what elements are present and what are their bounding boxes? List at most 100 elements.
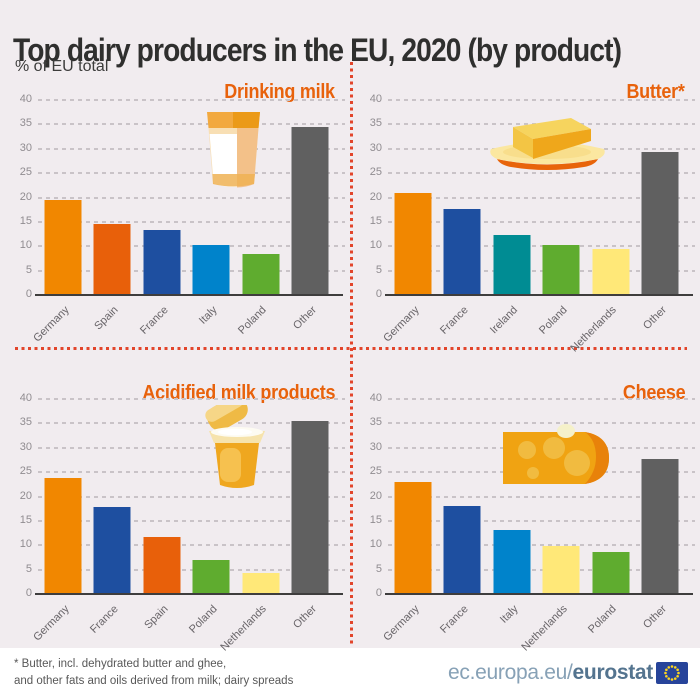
y-tick-label: 30 — [369, 141, 382, 154]
x-category-label: France — [438, 304, 471, 337]
x-category-label: Other — [290, 304, 319, 332]
chart-cheese: Cheese 0 5 10 15 20 25 30 35 40 Germany France Ital… — [350, 352, 700, 653]
bar-slot: France — [438, 399, 488, 636]
y-tick-label: 15 — [19, 513, 32, 526]
bars-row: Germany France Italy Netherlands Poland Other — [381, 399, 685, 653]
x-axis-line — [35, 294, 343, 296]
bar-italy — [192, 245, 230, 295]
x-category-label: France — [88, 603, 121, 636]
page-title: Top dairy producers in the EU, 2020 (by … — [13, 32, 622, 69]
y-tick-label: 40 — [369, 392, 382, 404]
bar-slot: Poland — [187, 399, 237, 636]
bar-slot: Germany — [381, 399, 438, 643]
bar-netherlands — [542, 546, 580, 594]
bars-row: Germany France Spain Poland Netherlands Other — [31, 399, 336, 653]
bar-slot: Germany — [381, 100, 438, 344]
chart-acidified-milk-products: Acidified milk products 0 5 10 15 20 25 30 35 40… — [0, 352, 350, 653]
gridline — [388, 519, 695, 522]
gridline — [38, 422, 345, 425]
footer: * Butter, incl. dehydrated butter and gh… — [0, 648, 700, 700]
gridline — [38, 446, 345, 449]
chart-title: Butter* — [626, 80, 685, 103]
divider-vertical-dotted — [350, 62, 353, 646]
y-tick-label: 25 — [369, 166, 382, 179]
y-tick-label: 25 — [19, 166, 32, 179]
bar-slot: Netherlands — [219, 399, 286, 653]
bars-row: Germany Spain France Italy Poland Other — [31, 100, 336, 344]
bar-slot: Netherlands — [569, 100, 636, 354]
x-category-label: Netherlands — [568, 304, 620, 355]
bar-slot: Italy — [187, 100, 237, 327]
chart-butter: Butter* 0 5 10 15 20 25 30 35 40 Germany France Ire… — [350, 58, 700, 354]
x-category-label: Italy — [497, 603, 521, 626]
x-category-label: Netherlands — [218, 603, 270, 654]
y-tick-label: 40 — [19, 93, 32, 105]
eu-flag-icon — [656, 662, 688, 684]
bar-france — [443, 208, 481, 295]
logo-url-prefix: ec.europa.eu/ — [448, 661, 573, 684]
y-tick-label: 5 — [25, 562, 32, 575]
bar-netherlands — [242, 572, 280, 594]
gridline — [388, 422, 695, 425]
plot-area: 0 5 10 15 20 25 30 35 40 Germany Spain France Italy P… — [20, 93, 345, 344]
y-tick-label: 40 — [369, 93, 382, 105]
bar-slot: Other — [286, 100, 336, 332]
bar-slot: Poland — [236, 100, 286, 337]
x-category-label: Other — [640, 304, 669, 332]
bar-poland — [242, 254, 280, 295]
bar-other — [641, 152, 679, 295]
bar-slot: Other — [286, 399, 336, 631]
bar-netherlands — [592, 249, 630, 295]
gridline — [38, 471, 345, 474]
footnote-line-2: and other fats and oils derived from mil… — [14, 674, 294, 687]
gridline — [388, 398, 695, 400]
plot-area: 0 5 10 15 20 25 30 35 40 Germany France Spain Poland… — [20, 392, 345, 653]
y-tick-label: 0 — [375, 587, 382, 599]
bars-row: Germany France Ireland Poland Netherlands Oth… — [381, 100, 686, 354]
bar-other — [291, 420, 329, 594]
bar-slot: Other — [636, 100, 686, 332]
chart-drinking-milk: Drinking milk 0 5 10 15 20 25 30 35 40 Germany Spa… — [0, 58, 350, 350]
x-category-label: Poland — [236, 304, 270, 337]
bar-ireland — [493, 234, 531, 295]
gridline — [38, 269, 345, 272]
x-category-label: Spain — [92, 304, 121, 333]
x-category-label: Other — [290, 603, 319, 631]
gridline — [388, 495, 695, 498]
footnote-line-1: * Butter, incl. dehydrated butter and gh… — [14, 658, 227, 670]
y-tick-label: 35 — [369, 117, 382, 130]
milk-glass-icon — [196, 102, 271, 197]
x-category-label: Poland — [537, 304, 570, 337]
y-tick-label: 15 — [19, 214, 32, 227]
bar-slot: Poland — [537, 100, 587, 337]
y-tick-label: 0 — [375, 288, 382, 300]
gridline — [38, 245, 345, 248]
bar-other — [291, 126, 329, 295]
gridline — [38, 568, 345, 571]
gridline — [38, 196, 345, 199]
y-tick-label: 25 — [369, 465, 382, 478]
y-tick-label: 10 — [369, 239, 382, 252]
bar-slot: Germany — [31, 399, 88, 643]
bar-poland — [592, 551, 630, 594]
y-tick-label: 35 — [19, 117, 32, 130]
gridline — [38, 398, 345, 400]
gridline — [388, 172, 695, 175]
y-tick-label: 20 — [369, 190, 382, 203]
y-tick-label: 40 — [19, 392, 32, 404]
bar-poland — [192, 559, 230, 594]
y-tick-label: 10 — [369, 538, 382, 551]
gridline — [38, 495, 345, 498]
gridline — [38, 220, 345, 223]
chart-title: Drinking milk — [224, 80, 335, 103]
bar-slot: Ireland — [487, 100, 537, 336]
unit-label: % of EU total — [15, 58, 109, 75]
y-tick-label: 20 — [19, 489, 32, 502]
y-tick-label: 20 — [369, 489, 382, 502]
x-category-label: Germany — [30, 603, 72, 644]
y-tick-label: 35 — [369, 416, 382, 429]
gridline — [38, 544, 345, 547]
y-tick-label: 10 — [19, 538, 32, 551]
x-category-label: Germany — [380, 304, 422, 345]
